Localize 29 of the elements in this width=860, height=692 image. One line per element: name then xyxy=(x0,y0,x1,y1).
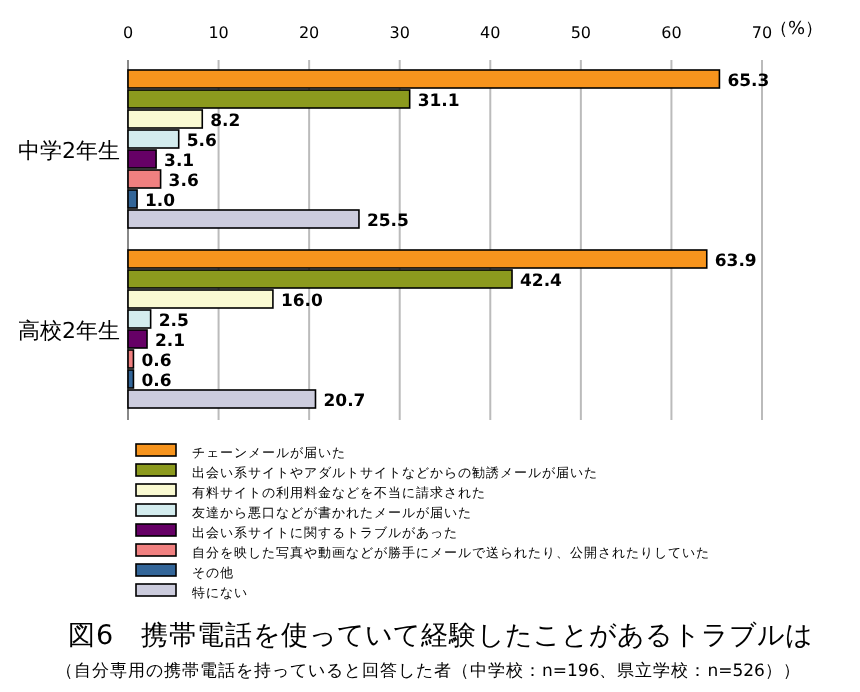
x-tick-label: 40 xyxy=(480,24,501,42)
data-label: 42.4 xyxy=(520,272,563,292)
x-tick-label: 70 xyxy=(751,24,773,42)
y-tick-label: 中学2年生 xyxy=(18,138,120,164)
data-label: 3.6 xyxy=(168,172,199,192)
x-tick-label: 0 xyxy=(122,24,134,42)
data-label: 16.0 xyxy=(280,292,324,312)
data-label: 65.3 xyxy=(727,72,770,92)
data-label: 3.1 xyxy=(164,152,195,172)
data-label: 5.6 xyxy=(186,132,218,152)
y-tick-label: 高校2年生 xyxy=(18,318,120,344)
data-label: 31.1 xyxy=(417,92,460,112)
text: 図6 携帯電話を使っていて経験したことがあるトラブルは xyxy=(68,620,814,652)
data-label: 25.5 xyxy=(366,212,410,232)
data-label: 0.6 xyxy=(141,372,172,392)
data-label: 2.5 xyxy=(158,312,189,332)
data-label: 1.0 xyxy=(145,192,176,212)
data-label: 0.6 xyxy=(141,352,172,372)
x-tick-label: 30 xyxy=(389,24,410,42)
x-tick-label: 20 xyxy=(298,24,320,42)
x-tick-label: 60 xyxy=(661,24,682,42)
x-axis-title: （%） xyxy=(770,20,824,40)
data-label: 2.1 xyxy=(155,332,186,352)
data-label: 20.7 xyxy=(323,392,366,412)
data-label: 8.2 xyxy=(210,112,241,132)
x-tick-label: 10 xyxy=(208,24,229,42)
data-label: 63.9 xyxy=(714,252,757,272)
x-tick-label: 50 xyxy=(570,24,592,42)
text: （自分専用の携帯電話を持っていると回答した者（中学校：n=196、県立学校：n=526）） xyxy=(56,660,801,682)
